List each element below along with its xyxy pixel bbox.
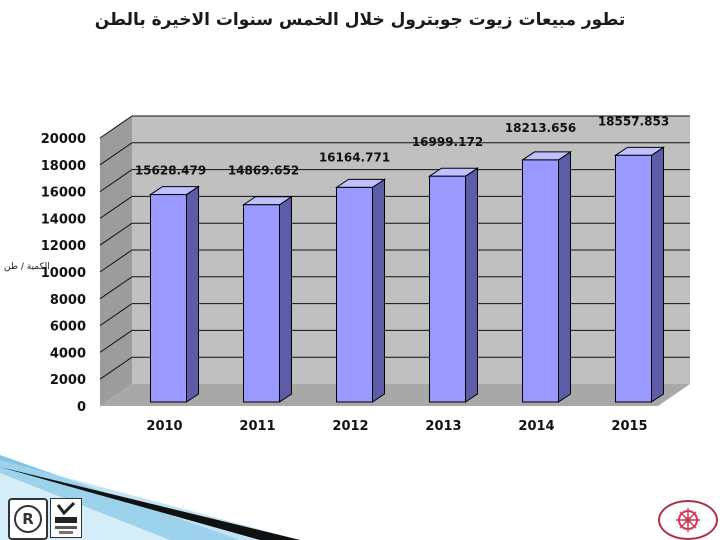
bar xyxy=(429,175,466,403)
y-tick-label: 2000 xyxy=(50,373,86,388)
gridline-side xyxy=(99,303,133,327)
gridline-side xyxy=(99,195,133,219)
company-emblem-icon xyxy=(658,500,718,540)
registered-mark-icon: R xyxy=(8,498,48,540)
y-tick-label: 0 xyxy=(77,400,86,415)
data-label: 16999.172 xyxy=(412,135,483,149)
bar xyxy=(150,194,187,403)
y-tick-label: 18000 xyxy=(41,159,86,174)
bar-side xyxy=(651,146,664,403)
x-tick-label: 2010 xyxy=(146,419,182,434)
y-axis-ticks: 0 2000 4000 6000 8000 10000 12000 14000 16000 180… xyxy=(41,132,86,415)
bar xyxy=(336,186,373,403)
y-tick-label: 6000 xyxy=(50,320,86,335)
x-axis-ticks: 2010 2011 2012 2013 2014 2015 xyxy=(146,419,647,434)
data-label: 16164.771 xyxy=(319,150,390,164)
gridline-side xyxy=(99,276,133,300)
y-tick-label: 16000 xyxy=(41,186,86,201)
chart-title: تطور مبيعات زيوت جوبترول خلال الخمس سنوا… xyxy=(94,10,626,30)
y-tick-label: 20000 xyxy=(41,132,86,147)
y-tick-label: 14000 xyxy=(41,212,86,227)
bar-side xyxy=(186,185,199,403)
bar-side xyxy=(465,167,478,403)
x-tick-label: 2014 xyxy=(518,419,554,434)
x-tick-label: 2013 xyxy=(425,419,461,434)
gridline-side xyxy=(99,356,133,380)
footer-decoration xyxy=(0,455,300,540)
data-label: 14869.652 xyxy=(228,164,299,178)
y-tick-label: 4000 xyxy=(50,346,86,361)
y-tick-label: 10000 xyxy=(41,266,86,281)
bar-side xyxy=(372,178,385,403)
data-label: 18213.656 xyxy=(505,121,576,135)
x-tick-label: 2015 xyxy=(611,419,647,434)
bar-side xyxy=(558,151,571,403)
bars xyxy=(148,146,666,403)
gridline-side xyxy=(99,249,133,273)
y-axis-label: الكمية / طن xyxy=(4,262,50,272)
gridline-side xyxy=(99,142,133,166)
bar-chart: 0 2000 4000 6000 8000 10000 12000 14000 16000 180… xyxy=(41,114,690,434)
data-labels: 15628.479 14869.652 16164.771 16999.172 1821… xyxy=(135,114,669,177)
y-tick-label: 12000 xyxy=(41,239,86,254)
gridlines xyxy=(99,115,690,380)
x-tick-label: 2011 xyxy=(239,419,275,434)
x-tick-label: 2012 xyxy=(332,419,368,434)
bar xyxy=(522,159,559,403)
data-label: 18557.853 xyxy=(598,114,669,128)
bar xyxy=(615,154,652,403)
gridline-side xyxy=(99,329,133,353)
gridline-side xyxy=(99,115,133,139)
ukas-badge-icon xyxy=(50,498,82,538)
y-tick-label: 8000 xyxy=(50,293,86,308)
bar xyxy=(243,204,280,403)
bar-side xyxy=(279,195,292,403)
data-label: 15628.479 xyxy=(135,164,206,178)
gridline-side xyxy=(99,222,133,246)
gridline-side xyxy=(99,169,133,193)
